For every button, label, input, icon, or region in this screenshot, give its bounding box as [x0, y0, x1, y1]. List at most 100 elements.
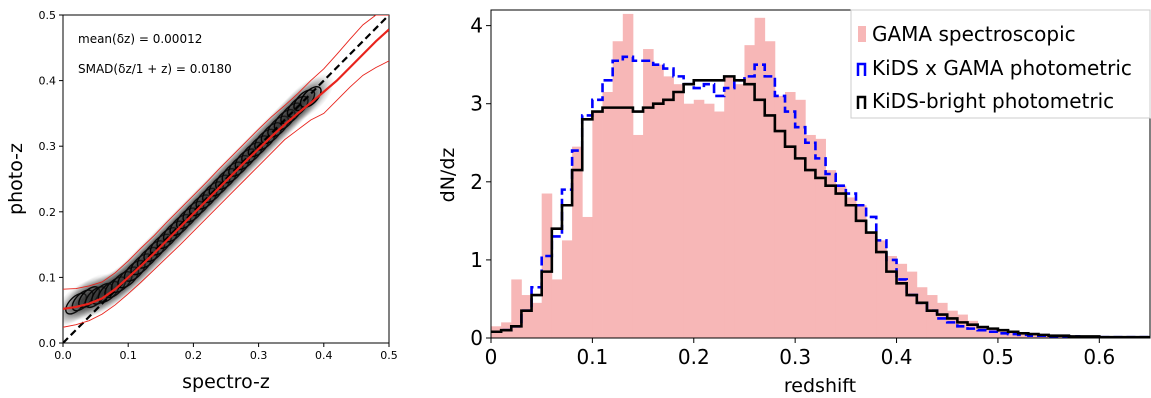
- gama-bar: [866, 232, 877, 338]
- gama-bar: [734, 84, 745, 338]
- photoz-scatter-panel: 0.0 0.1 0.2 0.3 0.4 0.5 0.0 0.1 0.2 0.3 0.4 0.5 mea…: [5, 9, 398, 393]
- y-tick-label-right: 2: [470, 170, 483, 194]
- y-tick-label-left: 0.5: [39, 9, 57, 22]
- annotation-smad: SMAD(δz/1 + z) = 0.0180: [78, 62, 232, 76]
- density-contour: [299, 86, 322, 108]
- gama-bar: [744, 45, 755, 338]
- gama-bar: [795, 99, 806, 338]
- gama-bar: [1028, 334, 1039, 338]
- gama-bar: [693, 99, 705, 338]
- y-tick-label-left: 0.0: [39, 337, 57, 350]
- x-tick-label-left: 0.2: [185, 349, 203, 362]
- gama-bar: [835, 185, 847, 338]
- gama-histogram-bars: [491, 13, 1150, 338]
- legend-swatch-kids-bright: [856, 95, 867, 109]
- gama-bar: [764, 41, 776, 338]
- gama-bar: [643, 49, 654, 338]
- gama-bar: [937, 302, 948, 338]
- gama-bar: [561, 240, 573, 338]
- gama-bar: [785, 92, 796, 338]
- photometric-step-lines: [491, 55, 1150, 338]
- gama-bar: [551, 279, 563, 338]
- x-tick-label-right: 0.2: [678, 345, 710, 369]
- x-tick-label-left: 0.0: [54, 349, 72, 362]
- plot-frame-right-border: [490, 9, 1151, 339]
- gama-bar: [572, 146, 583, 338]
- gama-bar: [916, 287, 928, 338]
- gama-bar: [663, 76, 674, 338]
- gama-bar: [653, 64, 664, 338]
- y-tick-label-left: 0.3: [39, 140, 57, 153]
- gama-bar: [926, 295, 938, 338]
- gama-bar: [906, 271, 918, 338]
- gama-bar: [673, 84, 685, 338]
- legend-swatch-gama: [858, 26, 866, 42]
- kids-bright-step-line: [491, 75, 1150, 338]
- gama-bar: [825, 170, 837, 338]
- y-tick-label-right: 1: [470, 248, 483, 272]
- x-axis-label-right: redshift: [784, 375, 856, 397]
- gama-bar: [896, 263, 908, 338]
- x-tick-label-left: 0.4: [315, 349, 333, 362]
- gama-bar: [845, 197, 857, 338]
- x-tick-label-right: 0.1: [576, 345, 608, 369]
- gama-bar: [987, 328, 999, 338]
- y-tick-label-left: 0.4: [39, 75, 57, 88]
- gama-bar: [876, 240, 887, 338]
- x-tick-label-right: 0.5: [982, 345, 1014, 369]
- gama-bar: [521, 295, 532, 338]
- y-tick-label-left: 0.2: [39, 206, 57, 219]
- y-tick-label-right: 4: [470, 14, 483, 38]
- kids-gama-step-line: [491, 55, 1150, 338]
- legend-swatch-kids-gama: [856, 62, 867, 76]
- annotation-mean: mean(δz) = 0.00012: [78, 32, 202, 46]
- running-median-line: [63, 28, 389, 310]
- x-tick-label-right: 0.3: [779, 345, 811, 369]
- gama-bar: [724, 76, 735, 338]
- x-tick-label-left: 0.1: [119, 349, 137, 362]
- legend-label-gama: GAMA spectroscopic: [872, 22, 1076, 46]
- x-tick-label-left: 0.3: [250, 349, 268, 362]
- gama-bar: [531, 302, 543, 338]
- gama-bar: [511, 279, 522, 338]
- gama-bar: [977, 326, 989, 338]
- x-tick-label-right: 0: [485, 345, 498, 369]
- y-tick-label-left: 0.1: [39, 271, 57, 284]
- legend-label-kids-bright: KiDS-bright photometric: [872, 89, 1114, 113]
- legend-label-kids-gama: KiDS x GAMA photometric: [872, 56, 1132, 80]
- x-tick-label-left: 0.5: [380, 349, 398, 362]
- gama-bar: [582, 216, 593, 338]
- legend-box: [850, 9, 1151, 119]
- gama-bar: [1018, 333, 1029, 338]
- gama-bar: [592, 111, 603, 338]
- upper-scatter-line: [63, 15, 389, 290]
- gama-bar: [703, 103, 715, 338]
- gama-bar: [632, 134, 644, 338]
- gama-bar: [683, 103, 695, 338]
- x-axis-label-left: spectro-z: [182, 371, 270, 393]
- right-axis-ticks: 0 0.1 0.2 0.3 0.4 0.5 0.6 0 1 2 3 4: [470, 14, 1115, 369]
- y-axis-label-right: dN/dz: [437, 148, 459, 203]
- gama-bar: [754, 17, 766, 338]
- gama-bar: [622, 13, 634, 338]
- y-tick-label-right: 0: [470, 326, 483, 350]
- density-blob: [287, 73, 335, 121]
- gama-bar: [541, 193, 553, 338]
- scatter-lines: [63, 15, 389, 343]
- gama-bar: [805, 134, 816, 338]
- gama-bar: [714, 111, 725, 338]
- legend: GAMA spectroscopic KiDS x GAMA photometr…: [850, 9, 1151, 119]
- gama-bar: [947, 310, 958, 338]
- y-tick-label-right: 3: [470, 92, 483, 116]
- x-tick-label-right: 0.4: [881, 345, 913, 369]
- gama-bar: [815, 138, 826, 338]
- left-axis-ticks: 0.0 0.1 0.2 0.3 0.4 0.5 0.0 0.1 0.2 0.3 0.4 0.5: [39, 9, 398, 362]
- y-axis-label-left: photo-z: [5, 143, 27, 215]
- x-tick-label-right: 0.6: [1083, 345, 1115, 369]
- gama-bar: [774, 95, 786, 338]
- lower-scatter-line: [63, 60, 389, 328]
- gama-bar: [855, 205, 867, 338]
- gama-bar: [886, 256, 897, 338]
